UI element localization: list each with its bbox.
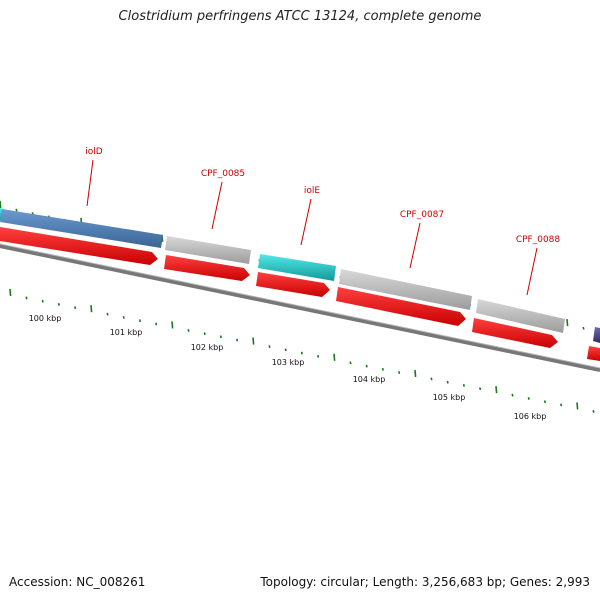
- ruler-minor-tick: [155, 322, 158, 326]
- ruler-minor-tick: [349, 361, 352, 365]
- ruler-minor-tick: [365, 364, 368, 368]
- ruler-label-103: 103 kbp: [272, 358, 305, 367]
- ruler-minor-tick: [187, 328, 190, 332]
- leader-iolD: [86, 159, 94, 207]
- ruler-minor-tick: [236, 338, 239, 342]
- ruler-minor-tick: [138, 319, 141, 323]
- ruler-minor-tick: [446, 380, 449, 384]
- ruler-minor-tick: [511, 393, 514, 397]
- cds-arrow-6: [587, 346, 600, 361]
- accession-text: Accession: NC_008261: [9, 575, 146, 589]
- ruler-minor-tick: [25, 296, 28, 300]
- ruler-minor-tick: [398, 371, 401, 374]
- cds-arrow-2: [164, 255, 250, 281]
- upper-major-tick: [0, 200, 2, 209]
- ruler-tick-marks: [9, 288, 595, 413]
- ruler-label-106: 106 kbp: [514, 412, 547, 421]
- ruler-label-100: 100 kbp: [29, 314, 62, 323]
- ruler-minor-tick: [219, 335, 222, 339]
- ruler-major-tick: [414, 369, 417, 378]
- cds-arrow-5: [472, 318, 558, 348]
- ruler-minor-tick: [57, 303, 60, 306]
- map-title: Clostridium perfringens ATCC 13124, comp…: [118, 9, 482, 24]
- gene-label-cpf-0085: CPF_0085: [201, 169, 245, 179]
- cds-arrow-1: [0, 227, 158, 265]
- gene-partial-right: [593, 327, 600, 343]
- ruler-minor-tick: [381, 367, 384, 371]
- gene-label-cpf-0088: CPF_0088: [516, 235, 561, 245]
- genome-backbone-highlight: [0, 243, 600, 369]
- ruler-minor-tick: [74, 306, 77, 310]
- gene-label-cpf-0087: CPF_0087: [400, 210, 444, 220]
- ruler-major-tick: [171, 321, 174, 329]
- ruler-minor-tick: [41, 299, 44, 303]
- ruler-major-tick: [252, 337, 255, 345]
- upper-minor-tick: [582, 326, 585, 330]
- ruler-minor-tick: [560, 403, 563, 407]
- gene-label-iolD: iolD: [85, 147, 103, 157]
- ruler-major-tick: [333, 353, 336, 361]
- ruler-major-tick: [495, 386, 498, 394]
- gene-iolD[interactable]: [0, 209, 163, 248]
- ruler-minor-tick: [300, 351, 303, 355]
- upper-minor-tick: [15, 208, 18, 212]
- ruler-label-104: 104 kbp: [353, 375, 386, 384]
- gene-label-iolE: iolE: [304, 186, 321, 196]
- ruler-minor-tick: [479, 387, 482, 391]
- leader-cpf-0087: [409, 222, 421, 269]
- cds-arrow-4: [336, 287, 466, 326]
- ruler-minor-tick: [430, 377, 433, 381]
- cds-arrow-3: [256, 272, 330, 297]
- gene-iolE[interactable]: [258, 254, 336, 281]
- ruler-label-101: 101 kbp: [110, 328, 143, 337]
- ruler-minor-tick: [462, 384, 465, 387]
- leader-cpf-0088: [526, 247, 538, 296]
- ruler-major-tick: [576, 402, 579, 410]
- ruler-minor-tick: [268, 345, 271, 349]
- ruler-minor-tick: [317, 354, 320, 358]
- gene-cpf-0087[interactable]: [339, 269, 472, 310]
- leader-cpf-0085: [211, 181, 223, 230]
- ruler-minor-tick: [543, 400, 546, 404]
- ruler-minor-tick: [203, 332, 206, 336]
- genome-summary-text: Topology: circular; Length: 3,256,683 bp…: [260, 575, 590, 589]
- ruler-minor-tick: [527, 396, 530, 400]
- gene-cpf-0088[interactable]: [476, 299, 565, 333]
- leader-iolE: [300, 198, 312, 246]
- ruler-major-tick: [9, 288, 12, 297]
- ruler-label-102: 102 kbp: [191, 343, 224, 352]
- ruler-major-tick: [90, 305, 93, 313]
- upper-major-tick: [566, 319, 569, 327]
- ruler-label-105: 105 kbp: [433, 393, 466, 402]
- genome-backbone: [0, 243, 600, 372]
- ruler-minor-tick: [592, 409, 595, 413]
- gene-cpf-0085[interactable]: [165, 236, 251, 264]
- ruler-minor-tick: [122, 315, 125, 319]
- ruler-minor-tick: [106, 312, 109, 316]
- ruler-minor-tick: [284, 348, 287, 352]
